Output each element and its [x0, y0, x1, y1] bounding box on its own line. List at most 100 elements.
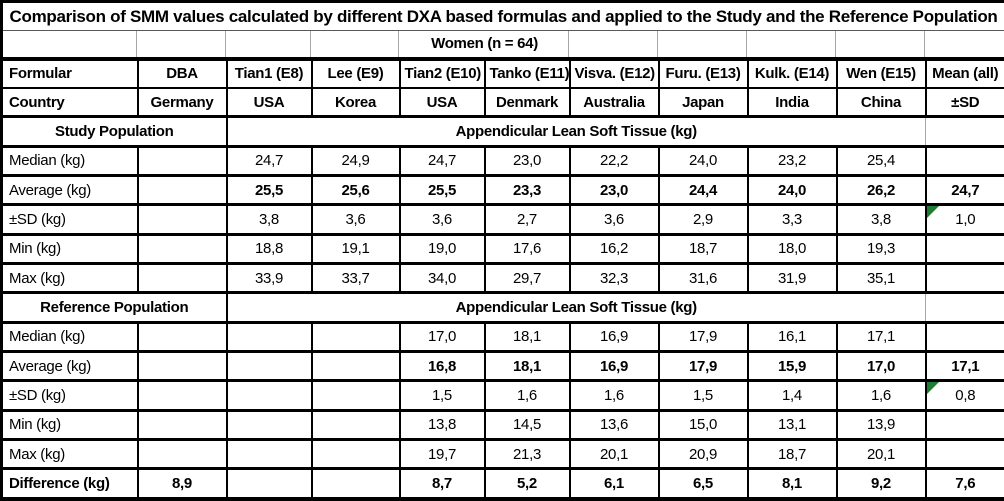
- row-label: ±SD (kg): [0, 203, 139, 236]
- cell-mean: 7,6: [924, 467, 1004, 501]
- table-subtitle: Women (n = 64): [431, 35, 538, 53]
- cell-visva: 13,6: [568, 409, 660, 442]
- col-header-visva: Australia: [568, 86, 660, 119]
- row-label: Median (kg): [0, 145, 139, 178]
- cell-lee: [310, 321, 401, 354]
- table-row: ±SD (kg) 1,5 1,6 1,6 1,5 1,4 1,6 0,8: [0, 379, 1004, 412]
- cell-visva: 16,2: [568, 233, 660, 266]
- cell-dba: [136, 379, 228, 412]
- cell-tian1: 25,5: [225, 174, 313, 207]
- cell-lee: [310, 409, 401, 442]
- cell-furu: 20,9: [657, 438, 749, 471]
- row-label: Median (kg): [0, 321, 139, 354]
- cell-mean: [924, 409, 1004, 442]
- cell-tian2: 16,8: [398, 350, 486, 383]
- title-row: Comparison of SMM values calculated by d…: [0, 0, 1004, 32]
- cell-dba: [136, 203, 228, 236]
- cell-lee: [310, 467, 401, 501]
- table-row: Median (kg) 24,7 24,9 24,7 23,0 22,2 24,0 23,2 2…: [0, 145, 1004, 178]
- cell-tian1: [225, 350, 313, 383]
- cell-wen: 17,0: [835, 350, 927, 383]
- cell-kulk: 16,1: [746, 321, 838, 354]
- cell-tian1: 33,9: [225, 262, 313, 295]
- col-header-tian1: Tian1 (E8): [225, 57, 313, 89]
- cell-furu: 15,0: [657, 409, 749, 442]
- cell-tian1: [225, 438, 313, 471]
- cell-tian2: 19,0: [398, 233, 486, 266]
- cell-tanko: 23,3: [483, 174, 571, 207]
- cell-tian2: 25,5: [398, 174, 486, 207]
- cell-tian2: 8,7: [398, 467, 486, 501]
- cell-visva: 3,6: [568, 203, 660, 236]
- section-mean-spacer: [924, 291, 1004, 324]
- cell-furu: 17,9: [657, 350, 749, 383]
- table-row: Max (kg) 33,9 33,7 34,0 29,7 32,3 31,6 31,9 35,1: [0, 262, 1004, 295]
- cell-kulk: 13,1: [746, 409, 838, 442]
- col-header-tian2: USA: [398, 86, 486, 119]
- country-header-row-label: Country: [0, 86, 139, 119]
- cell-dba: [136, 145, 228, 178]
- cell-tanko: 1,6: [483, 379, 571, 412]
- row-label: ±SD (kg): [0, 379, 139, 412]
- cell-kulk: 23,2: [746, 145, 838, 178]
- cell-kulk: 1,4: [746, 379, 838, 412]
- cell-lee: 19,1: [310, 233, 401, 266]
- cell-tanko: 18,1: [483, 321, 571, 354]
- cell-lee: [310, 438, 401, 471]
- cell-tanko: 21,3: [483, 438, 571, 471]
- table-row: Max (kg) 19,7 21,3 20,1 20,9 18,7 20,1: [0, 438, 1004, 471]
- section-mean-spacer: [924, 115, 1004, 148]
- col-header-furu: Japan: [657, 86, 749, 119]
- col-header-tian2: Tian2 (E10): [398, 57, 486, 89]
- cell-mean: [924, 145, 1004, 178]
- cell-dba: [136, 438, 228, 471]
- cell-wen: 20,1: [835, 438, 927, 471]
- cell-dba: [136, 409, 228, 442]
- cell-visva: 1,6: [568, 379, 660, 412]
- table-row: Min (kg) 18,8 19,1 19,0 17,6 16,2 18,7 18,0 19,3: [0, 233, 1004, 266]
- cell-visva: 16,9: [568, 350, 660, 383]
- cell-furu: 18,7: [657, 233, 749, 266]
- col-header-visva: Visva. (E12): [568, 57, 660, 89]
- cell-kulk: 8,1: [746, 467, 838, 501]
- cell-tian2: 17,0: [398, 321, 486, 354]
- cell-kulk: 18,0: [746, 233, 838, 266]
- table-title: Comparison of SMM values calculated by d…: [0, 0, 1004, 32]
- section-measure: Appendicular Lean Soft Tissue (kg): [225, 291, 926, 324]
- cell-furu: 2,9: [657, 203, 749, 236]
- cell-tian2: 24,7: [398, 145, 486, 178]
- cell-wen: 3,8: [835, 203, 927, 236]
- cell-wen: 35,1: [835, 262, 927, 295]
- cell-tian2: 34,0: [398, 262, 486, 295]
- section-measure: Appendicular Lean Soft Tissue (kg): [225, 115, 926, 148]
- col-header-tanko: Denmark: [483, 86, 571, 119]
- cell-mean: [924, 321, 1004, 354]
- cell-tian1: 18,8: [225, 233, 313, 266]
- cell-tian1: [225, 467, 313, 501]
- cell-visva: 6,1: [568, 467, 660, 501]
- col-header-kulk: Kulk. (E14): [746, 57, 838, 89]
- cell-furu: 17,9: [657, 321, 749, 354]
- cell-tanko: 5,2: [483, 467, 571, 501]
- cell-visva: 23,0: [568, 174, 660, 207]
- cell-tian1: [225, 379, 313, 412]
- row-label: Max (kg): [0, 262, 139, 295]
- cell-dba: [136, 262, 228, 295]
- cell-tian1: [225, 321, 313, 354]
- cell-lee: 24,9: [310, 145, 401, 178]
- col-header-wen: Wen (E15): [835, 57, 927, 89]
- table-row: Average (kg) 25,5 25,6 25,5 23,3 23,0 24,4 24,0…: [0, 174, 1004, 207]
- cell-visva: 32,3: [568, 262, 660, 295]
- table-row: Average (kg) 16,8 18,1 16,9 17,9 15,9 17,0 17,1: [0, 350, 1004, 383]
- section-header-row: Reference Population Appendicular Lean So…: [0, 291, 1004, 324]
- col-header-lee: Lee (E9): [310, 57, 401, 89]
- cell-mean: [924, 438, 1004, 471]
- table-row: Min (kg) 13,8 14,5 13,6 15,0 13,1 13,9: [0, 409, 1004, 442]
- cell-lee: 3,6: [310, 203, 401, 236]
- cell-kulk: 3,3: [746, 203, 838, 236]
- cell-lee: 25,6: [310, 174, 401, 207]
- cell-tian2: 1,5: [398, 379, 486, 412]
- col-header-kulk: India: [746, 86, 838, 119]
- cell-tian2: 13,8: [398, 409, 486, 442]
